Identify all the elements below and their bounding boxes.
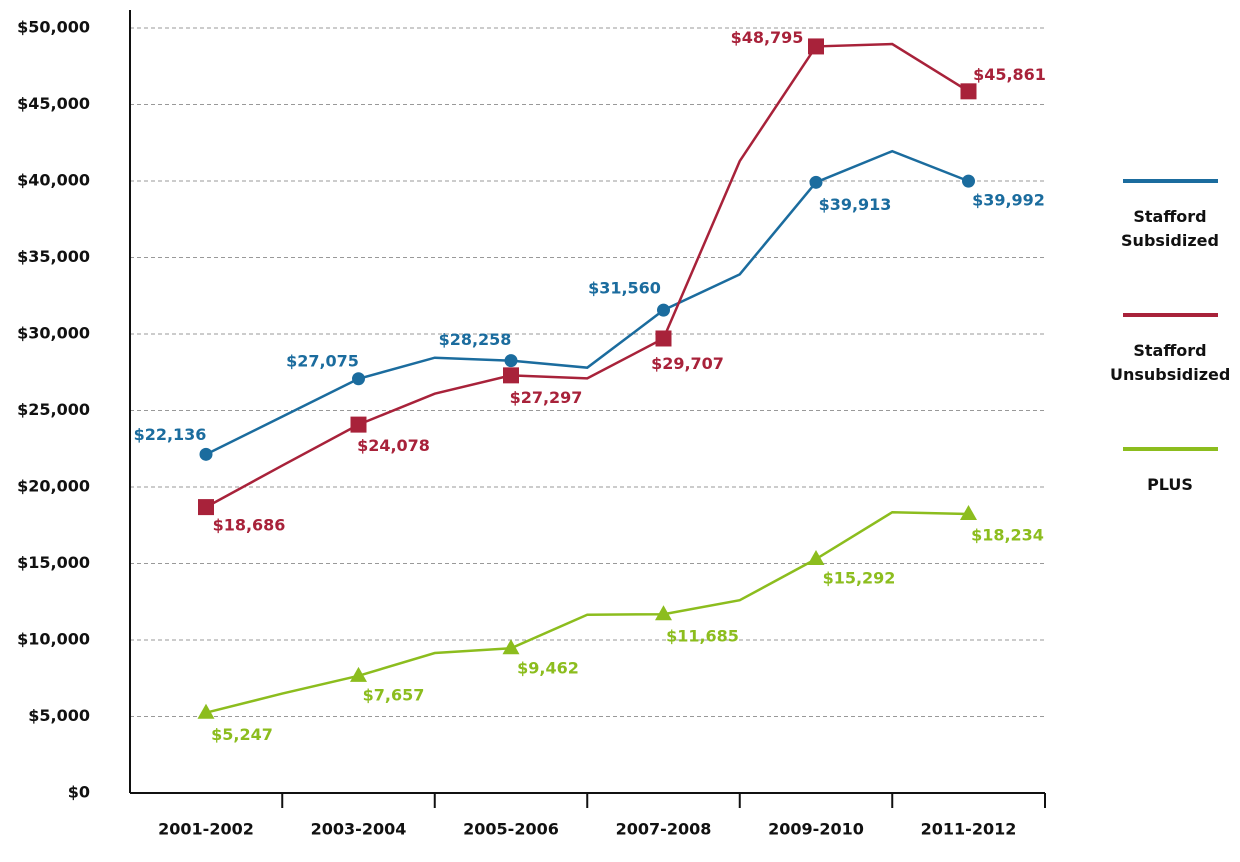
- y-tick-label: $10,000: [17, 630, 90, 649]
- data-label: $11,685: [666, 627, 739, 646]
- data-label: $18,234: [971, 526, 1044, 545]
- marker: [807, 550, 825, 566]
- y-tick-label: $5,000: [28, 706, 90, 725]
- marker: [197, 703, 215, 719]
- y-tick-label: $45,000: [17, 94, 90, 113]
- data-label: $28,258: [439, 330, 512, 349]
- data-label: $39,913: [819, 195, 892, 214]
- data-label: $27,297: [510, 388, 583, 407]
- marker: [657, 303, 670, 317]
- marker: [809, 175, 823, 189]
- series-line: [205, 42, 970, 509]
- y-tick-label: $50,000: [17, 18, 90, 37]
- marker: [960, 83, 977, 100]
- marker: [655, 605, 672, 621]
- marker: [962, 174, 975, 188]
- data-label: $48,795: [731, 28, 804, 47]
- marker: [502, 639, 520, 655]
- data-label: $31,560: [588, 279, 661, 298]
- marker: [960, 505, 977, 521]
- marker: [198, 499, 214, 516]
- x-tick-label: 2003-2004: [311, 820, 407, 839]
- x-tick-label: 2001-2002: [158, 820, 254, 839]
- y-tick-label: $15,000: [17, 553, 90, 572]
- data-label: $45,861: [973, 65, 1046, 84]
- y-tick-label: $35,000: [17, 247, 90, 266]
- marker: [504, 354, 518, 368]
- y-tick-label: $20,000: [17, 477, 90, 496]
- data-label: $29,707: [651, 354, 724, 373]
- data-label: $15,292: [823, 569, 896, 588]
- data-label: $18,686: [213, 516, 286, 535]
- data-label: $22,136: [134, 425, 207, 444]
- y-tick-label: $40,000: [17, 171, 90, 190]
- marker: [350, 666, 367, 682]
- legend-label: Stafford Unsubsidized: [1110, 341, 1231, 384]
- series-line: [205, 510, 969, 714]
- marker: [503, 367, 519, 384]
- marker: [352, 372, 365, 386]
- data-label: $7,657: [363, 685, 425, 704]
- x-tick-label: 2007-2008: [616, 820, 712, 839]
- series-line: [205, 149, 969, 456]
- x-tick-label: 2011-2012: [921, 820, 1017, 839]
- y-tick-label: $25,000: [17, 400, 90, 419]
- marker: [350, 416, 367, 433]
- x-tick-label: 2009-2010: [768, 820, 864, 839]
- marker: [808, 38, 824, 55]
- data-label: $27,075: [286, 351, 359, 370]
- marker: [199, 447, 213, 461]
- data-label: $39,992: [972, 191, 1045, 210]
- data-label: $24,078: [357, 436, 430, 455]
- y-tick-label: $30,000: [17, 324, 90, 343]
- data-label: $9,462: [517, 659, 579, 678]
- legend-label: PLUS: [1147, 475, 1193, 494]
- y-tick-label: $0: [68, 783, 90, 802]
- data-label: $5,247: [211, 725, 273, 744]
- x-tick-label: 2005-2006: [463, 820, 559, 839]
- marker: [655, 330, 672, 347]
- legend-label: Stafford Subsidized: [1121, 207, 1219, 250]
